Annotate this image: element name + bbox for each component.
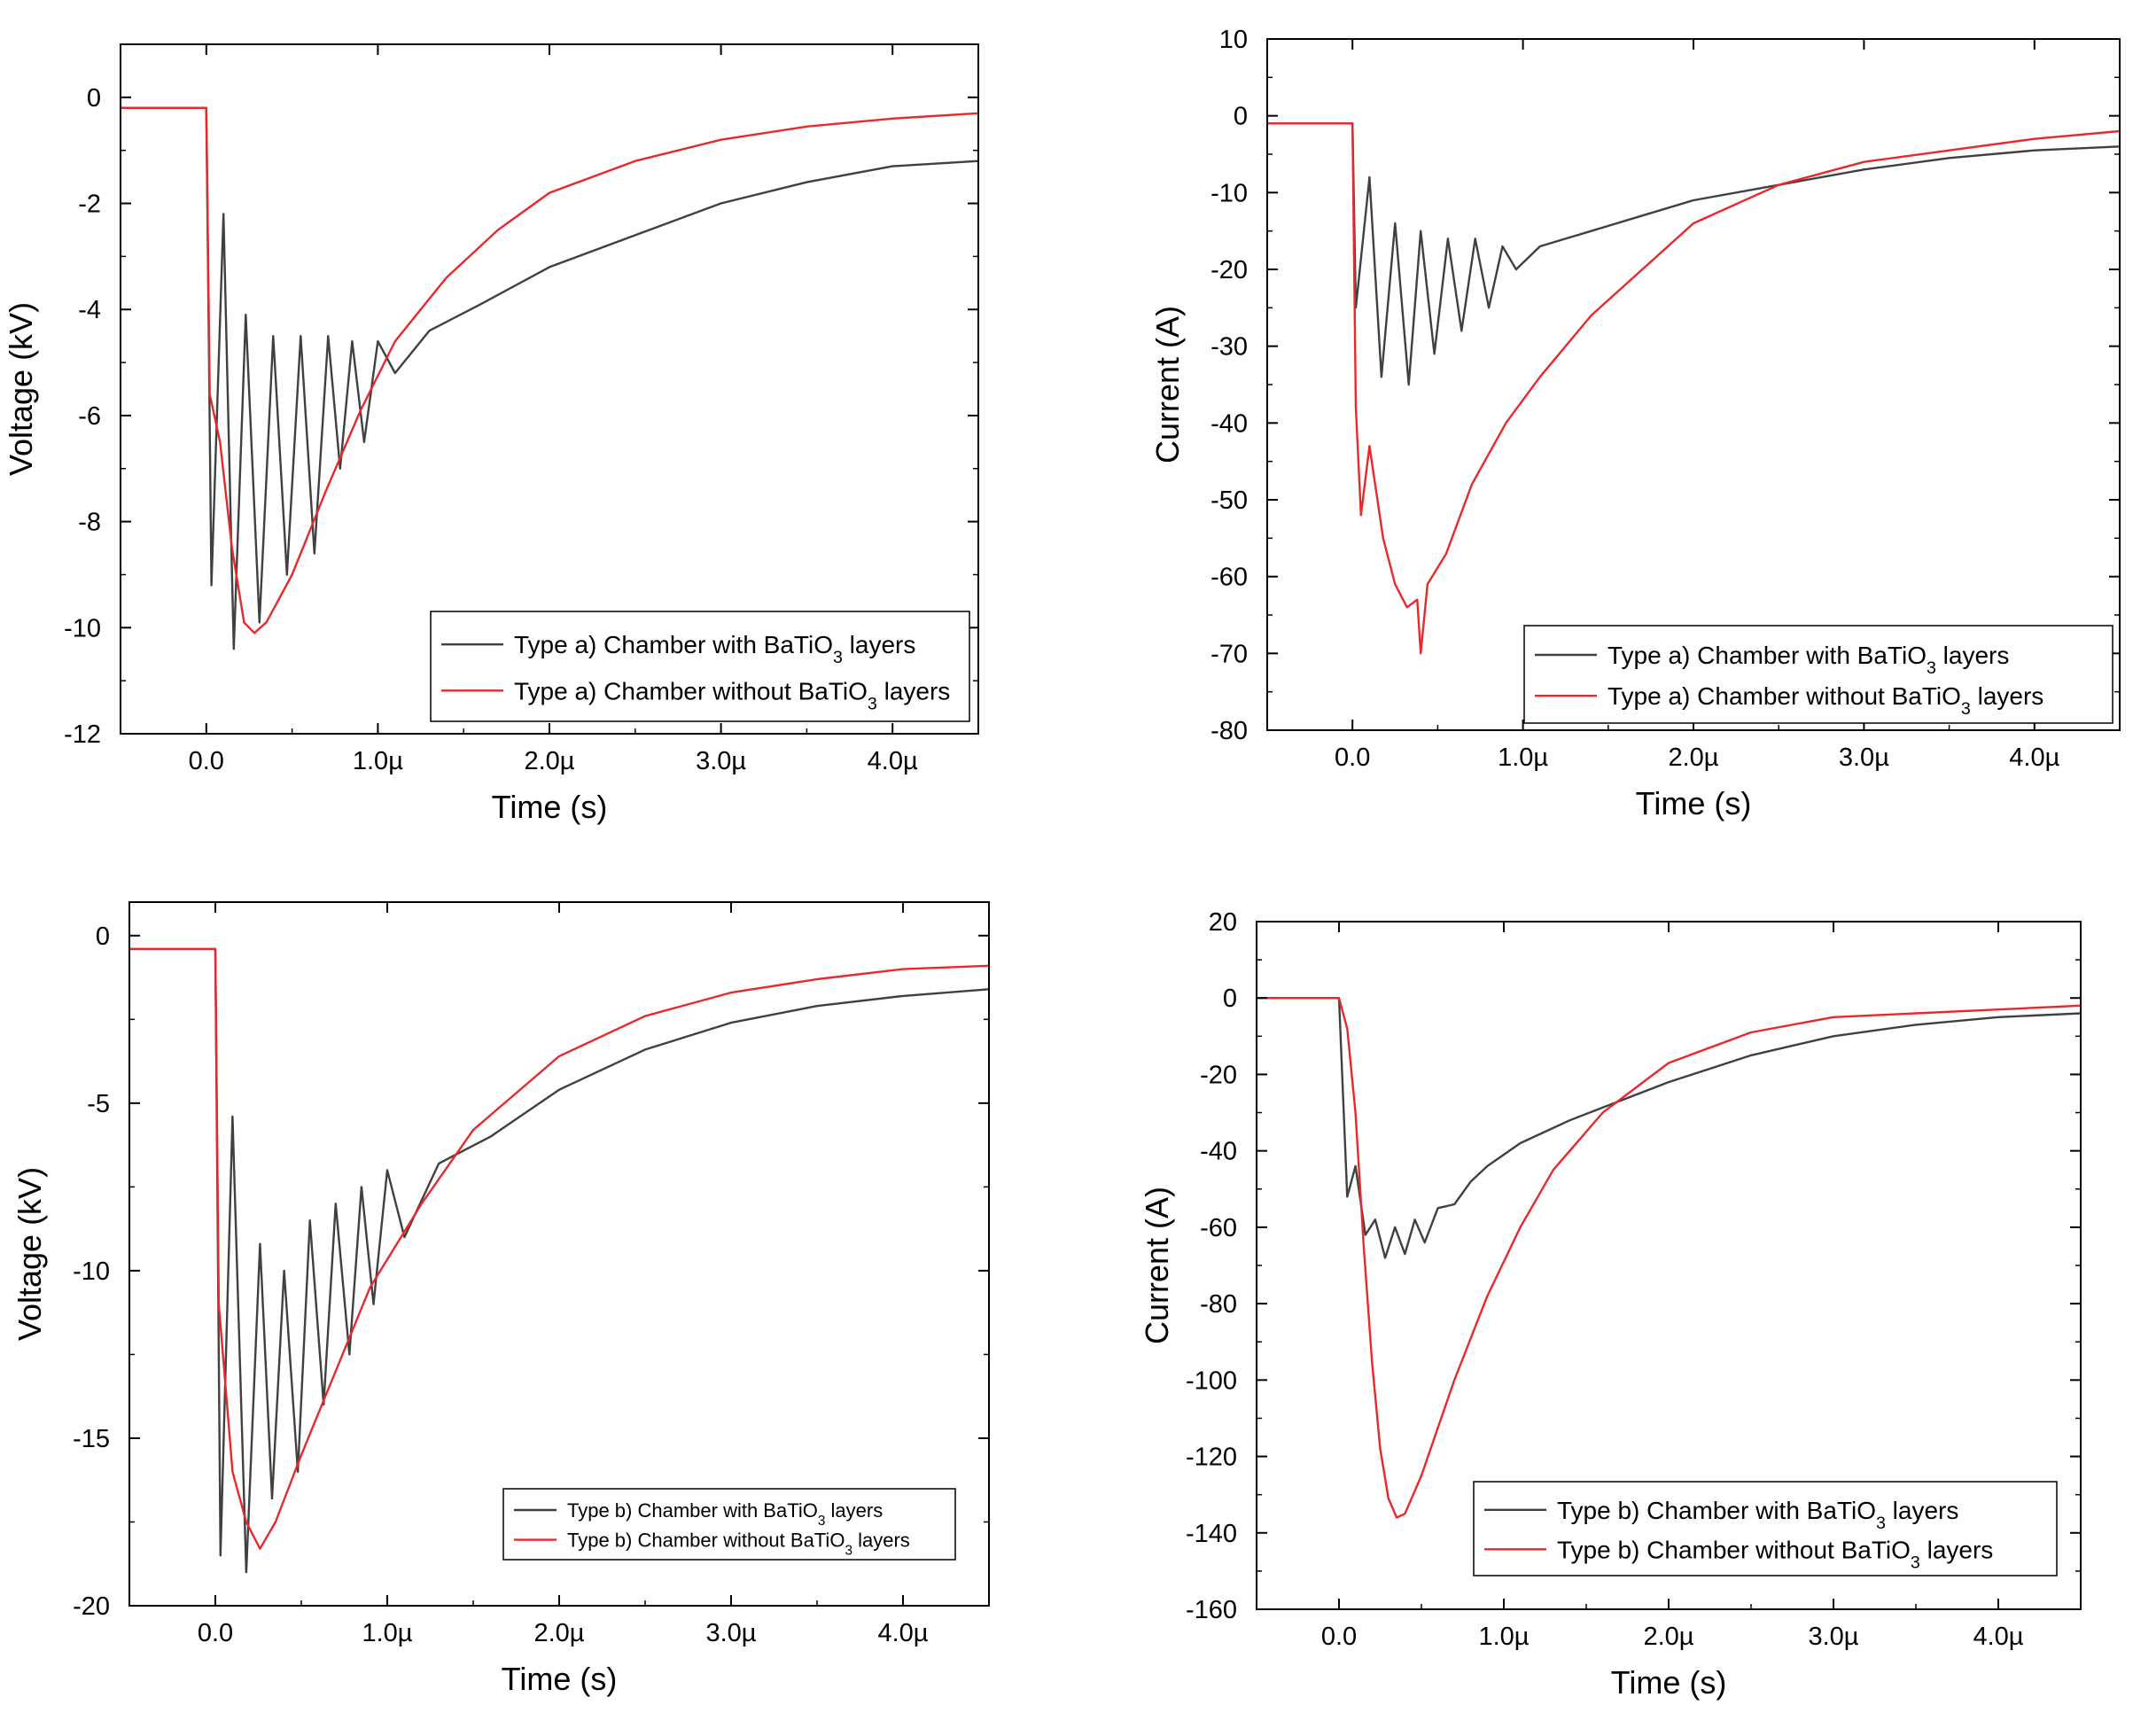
series-line-without-batio3 (1267, 123, 2120, 653)
chart-b_voltage: 0.0 1.0µ 2.0µ 3.0µ 4.0µ 0 -5 -10 -15 -20 Time (s) V… (12, 902, 989, 1697)
y-tick-label: -12 (64, 720, 101, 749)
x-tick-label: 1.0µ (362, 1619, 412, 1647)
y-tick-label: -30 (1211, 333, 1248, 362)
x-tick-label: 0.0 (189, 747, 224, 775)
x-tick-label: 2.0µ (1668, 743, 1718, 772)
y-tick-label: -80 (1200, 1290, 1237, 1319)
y-tick-label: 0 (1234, 103, 1248, 131)
y-axis-title: Current (A) (1149, 306, 1186, 463)
x-tick-label: 2.0µ (533, 1619, 584, 1647)
y-tick-label: -40 (1200, 1138, 1237, 1166)
x-tick-label: 1.0µ (1478, 1623, 1529, 1651)
x-tick-label: 1.0µ (1498, 743, 1548, 772)
y-axis-title: Current (A) (1139, 1187, 1175, 1344)
x-tick-label: 3.0µ (705, 1619, 756, 1647)
x-tick-label: 1.0µ (353, 747, 403, 775)
y-tick-label: -10 (1211, 179, 1248, 207)
y-tick-label: 20 (1209, 908, 1237, 937)
chart-b_current: 0.0 1.0µ 2.0µ 3.0µ 4.0µ 20 0 -20 -40 -60 -80 -100 -1… (1139, 908, 2081, 1701)
series-line-with-batio3 (1257, 998, 2081, 1257)
y-tick-label: -50 (1211, 487, 1248, 515)
plot-area (121, 108, 978, 649)
x-tick-label: 4.0µ (2009, 743, 2059, 772)
y-tick-label: -5 (87, 1090, 110, 1118)
series-line-with-batio3 (121, 108, 978, 649)
x-axis-title: Time (s) (502, 1661, 618, 1697)
y-tick-label: -100 (1186, 1366, 1237, 1395)
x-tick-label: 4.0µ (1973, 1623, 2023, 1651)
x-axis-title: Time (s) (492, 789, 608, 825)
y-tick-label: 10 (1219, 26, 1248, 54)
y-tick-label: -6 (78, 402, 101, 431)
x-axis-title: Time (s) (1636, 785, 1752, 821)
y-tick-label: -60 (1200, 1214, 1237, 1242)
x-tick-label: 0.0 (1321, 1623, 1357, 1651)
series-line-with-batio3 (1267, 123, 2120, 385)
y-tick-label: -8 (78, 509, 101, 537)
series-line-without-batio3 (129, 949, 989, 1549)
figure-canvas: 0.0 1.0µ 2.0µ 3.0µ 4.0µ 0 -2 -4 -6 -8 -10 -12 Time (… (0, 0, 2133, 1736)
chart-a_current: 0.0 1.0µ 2.0µ 3.0µ 4.0µ 10 0 -10 -20 -30 -40 -50 -60… (1149, 26, 2120, 821)
x-tick-label: 3.0µ (696, 747, 746, 775)
y-tick-label: 0 (1223, 985, 1237, 1013)
y-tick-label: -80 (1211, 717, 1248, 745)
y-axis-title: Voltage (kV) (3, 302, 39, 476)
y-tick-label: 0 (96, 922, 110, 951)
x-tick-label: 3.0µ (1839, 743, 1889, 772)
x-tick-label: 3.0µ (1808, 1623, 1858, 1651)
y-tick-label: -2 (78, 191, 101, 219)
y-tick-label: -40 (1211, 409, 1248, 438)
y-tick-label: -10 (73, 1257, 110, 1286)
y-tick-label: -70 (1211, 640, 1248, 668)
y-tick-label: -15 (73, 1425, 110, 1453)
y-tick-label: -60 (1211, 564, 1248, 592)
y-tick-label: -20 (73, 1592, 110, 1621)
series-line-with-batio3 (129, 949, 989, 1572)
x-tick-label: 2.0µ (524, 747, 574, 775)
plot-area (1257, 998, 2081, 1517)
x-axis-title: Time (s) (1611, 1664, 1727, 1701)
x-tick-label: 0.0 (1335, 743, 1370, 772)
y-tick-label: -20 (1211, 256, 1248, 284)
y-tick-label: -20 (1200, 1061, 1237, 1089)
plot-area (129, 949, 989, 1572)
x-tick-label: 2.0µ (1643, 1623, 1693, 1651)
y-tick-label: -10 (64, 614, 101, 642)
x-tick-label: 4.0µ (877, 1619, 928, 1647)
y-tick-label: -4 (78, 296, 101, 324)
y-tick-label: -160 (1186, 1596, 1237, 1624)
legend-box (431, 611, 969, 721)
y-tick-label: -120 (1186, 1444, 1237, 1472)
plot-area (1267, 123, 2120, 653)
y-tick-label: -140 (1186, 1520, 1237, 1548)
series-line-without-batio3 (1257, 998, 2081, 1517)
y-tick-label: 0 (87, 84, 101, 113)
x-tick-label: 4.0µ (868, 747, 918, 775)
x-tick-label: 0.0 (198, 1619, 233, 1647)
chart-a_voltage: 0.0 1.0µ 2.0µ 3.0µ 4.0µ 0 -2 -4 -6 -8 -10 -12 Time (… (3, 44, 978, 825)
y-axis-title: Voltage (kV) (12, 1167, 48, 1341)
